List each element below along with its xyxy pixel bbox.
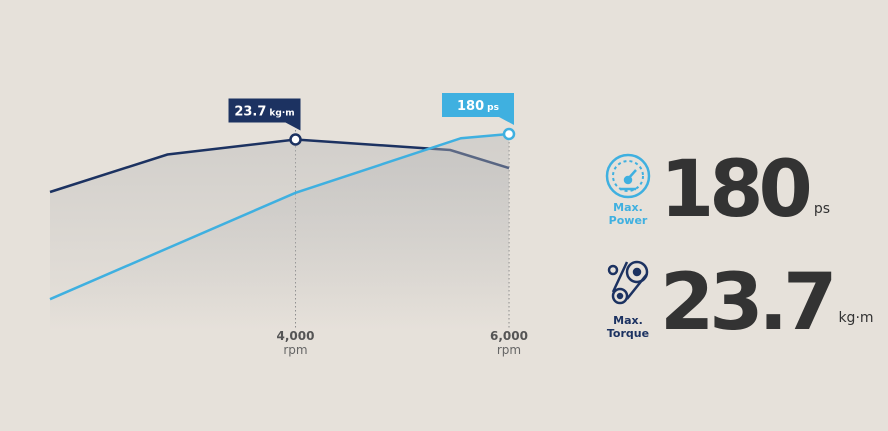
callout-text: 180 ps [457,99,499,114]
callout-value: 23.7 [234,105,266,120]
line [49,132,510,301]
callout-pointer [285,122,301,131]
marker [502,127,516,141]
x-tick-label: 6,000 [490,329,528,343]
callout-text: 23.7 kg·m [234,105,294,120]
spec-value: 180 [660,145,810,235]
callout-value: 180 [457,99,484,114]
x-tick-label: 4,000 [277,329,315,343]
callout-unit: ps [487,103,499,113]
callout-box [228,98,301,123]
callout-box [442,93,514,117]
spec-label: Torque [607,327,649,340]
callout-unit: kg·m [269,109,294,119]
spec-unit: ps [814,201,830,217]
spec-value: 23.7 [660,258,832,348]
x-unit: rpm [283,343,307,357]
callout-pointer [499,117,514,125]
torque-icon [607,260,649,305]
area [50,134,509,330]
marker [289,133,302,146]
x-unit: rpm [497,343,521,357]
spec-label: Max. [613,314,643,327]
spec-label: Power [609,214,648,227]
power-icon [605,153,651,199]
spec-label: Max. [613,201,643,214]
spec-unit: kg·m [838,310,873,326]
